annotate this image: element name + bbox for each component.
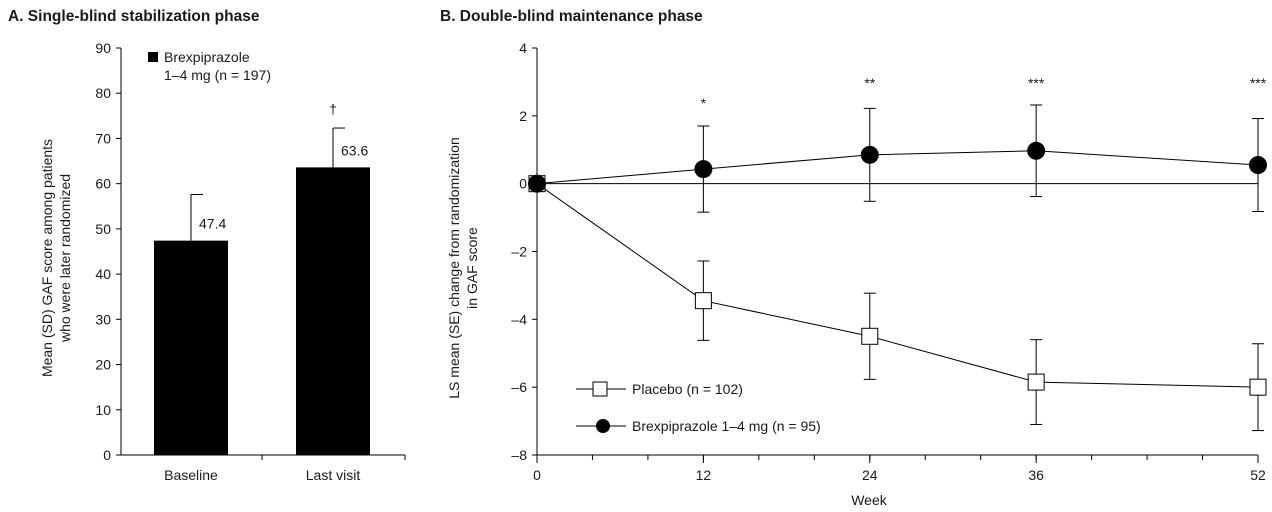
panel-b-x-tick-label: 24 bbox=[862, 467, 878, 483]
panel-b-brexpiprazole-point bbox=[860, 145, 879, 164]
panel-b-significance-mark: *** bbox=[1028, 75, 1045, 91]
panel-b-y-axis-title-line-2: in GAF score bbox=[464, 227, 480, 309]
panel-b-y-tick-label: 0 bbox=[519, 176, 527, 192]
panel-a-legend-label: Brexpiprazole bbox=[164, 49, 250, 65]
panel-b-significance-mark: *** bbox=[1250, 75, 1267, 91]
panel-b-y-tick-label: –8 bbox=[511, 447, 527, 463]
panel-b-brexpiprazole-point bbox=[1249, 156, 1267, 175]
panel-b-axes: 4 2 0 –2 –4 –6 –8 0 12 24 36 52 bbox=[511, 40, 1266, 483]
panel-a-y-axis-title-line-2: who were later randomized bbox=[57, 174, 73, 343]
panel-b-placebo-point bbox=[694, 292, 712, 310]
panel-a-y-tick-label: 60 bbox=[95, 176, 111, 192]
panel-a-value-label: 63.6 bbox=[341, 142, 368, 158]
panel-b-legend-brexpiprazole-marker bbox=[596, 419, 610, 433]
panel-b-legend-placebo-label: Placebo (n = 102) bbox=[632, 381, 743, 397]
panel-b-brexpiprazole-point bbox=[1027, 141, 1046, 160]
panel-a-value-label: 47.4 bbox=[199, 216, 226, 232]
panel-a-x-tick-label: Last visit bbox=[306, 467, 361, 483]
panel-b-title: B. Double-blind maintenance phase bbox=[440, 8, 703, 25]
panel-a-y-axis-title-line-1: Mean (SD) GAF score among patients bbox=[39, 139, 55, 377]
panel-b-placebo-point bbox=[1027, 373, 1045, 391]
panel-b-line-chart: B. Double-blind maintenance phase LS mea… bbox=[440, 8, 1267, 508]
panel-a-legend-swatch bbox=[148, 52, 158, 62]
panel-b-brexpiprazole-point bbox=[528, 174, 546, 193]
panel-b-marks: *** *** *** bbox=[528, 75, 1267, 432]
panel-b-x-tick-label: 0 bbox=[533, 467, 541, 483]
panel-b-legend-placebo-marker bbox=[592, 381, 608, 397]
panel-a-bar bbox=[296, 167, 370, 456]
panel-b-x-axis-title: Week bbox=[851, 492, 888, 508]
panel-a-x-tick-label: Baseline bbox=[164, 467, 218, 483]
panel-a-legend: Brexpiprazole 1–4 mg (n = 197) bbox=[148, 49, 271, 83]
panel-b-x-tick-label: 36 bbox=[1028, 467, 1044, 483]
panel-a-title: A. Single-blind stabilization phase bbox=[8, 8, 260, 25]
panel-b-y-tick-label: –4 bbox=[511, 311, 527, 327]
panel-a-y-tick-label: 20 bbox=[95, 357, 111, 373]
panel-a-marks: 47.4 63.6 † bbox=[154, 101, 370, 456]
panel-a-y-tick-label: 80 bbox=[95, 85, 111, 101]
panel-a-legend-label: 1–4 mg (n = 197) bbox=[164, 67, 271, 83]
panel-a-y-tick-label: 90 bbox=[95, 40, 111, 56]
panel-b-legend-brexpiprazole-label: Brexpiprazole 1–4 mg (n = 95) bbox=[632, 418, 821, 434]
panel-b-x-tick-label: 12 bbox=[696, 467, 712, 483]
panel-b-y-tick-label: 2 bbox=[519, 108, 527, 124]
panel-a-y-tick-label: 40 bbox=[95, 266, 111, 282]
panel-b-significance-mark: ** bbox=[864, 75, 875, 91]
panel-b-y-axis-title-line-1: LS mean (SE) change from randomization bbox=[446, 137, 462, 398]
panel-a-y-tick-label: 10 bbox=[95, 402, 111, 418]
panel-b-placebo-point bbox=[1249, 378, 1267, 396]
panel-b-brexpiprazole-point bbox=[694, 160, 713, 179]
panel-b-brexpiprazole-line bbox=[536, 150, 1259, 185]
panel-b-y-tick-label: 4 bbox=[519, 40, 527, 56]
panel-a-axes: 0 10 20 30 40 50 60 70 80 90 Baseline Last visit bbox=[95, 40, 406, 483]
panel-a-significance-mark: † bbox=[329, 101, 337, 117]
panel-a-y-tick-label: 50 bbox=[95, 221, 111, 237]
panel-b-y-tick-label: –6 bbox=[511, 379, 527, 395]
panel-a-bar-chart: A. Single-blind stabilization phase Mean… bbox=[8, 8, 406, 483]
panel-a-bar bbox=[154, 240, 228, 455]
panel-a-y-tick-label: 0 bbox=[103, 447, 111, 463]
panel-b-y-tick-label: –2 bbox=[511, 244, 527, 260]
panel-a-y-tick-label: 30 bbox=[95, 311, 111, 327]
panel-b-legend: Placebo (n = 102) Brexpiprazole 1–4 mg (n… bbox=[576, 381, 821, 434]
panel-a-y-tick-label: 70 bbox=[95, 130, 111, 146]
panel-b-placebo-line bbox=[536, 183, 1259, 388]
panel-b-significance-mark: * bbox=[701, 95, 707, 111]
panel-b-x-tick-label: 52 bbox=[1250, 467, 1266, 483]
panel-b-placebo-point bbox=[861, 327, 879, 345]
